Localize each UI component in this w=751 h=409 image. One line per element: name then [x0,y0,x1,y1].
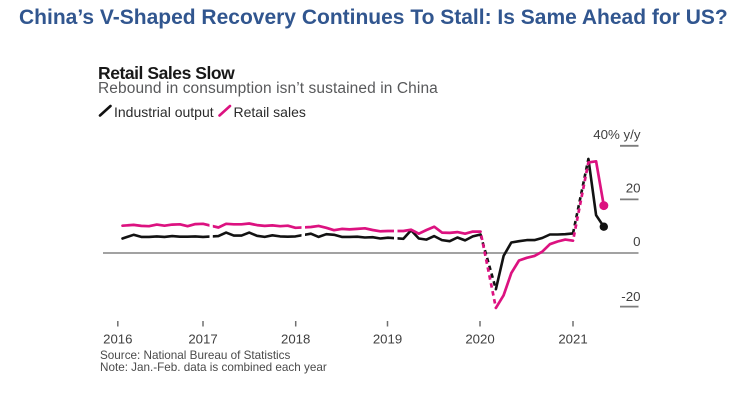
svg-text:2017: 2017 [188,332,217,347]
svg-text:20: 20 [626,181,641,196]
svg-text:2018: 2018 [281,332,310,347]
svg-text:2020: 2020 [465,332,494,347]
svg-text:2021: 2021 [558,332,587,347]
svg-text:40% y/y: 40% y/y [593,127,641,142]
svg-text:2016: 2016 [103,332,132,347]
svg-text:-20: -20 [621,289,640,304]
svg-text:0: 0 [633,234,640,249]
svg-text:2019: 2019 [373,332,402,347]
